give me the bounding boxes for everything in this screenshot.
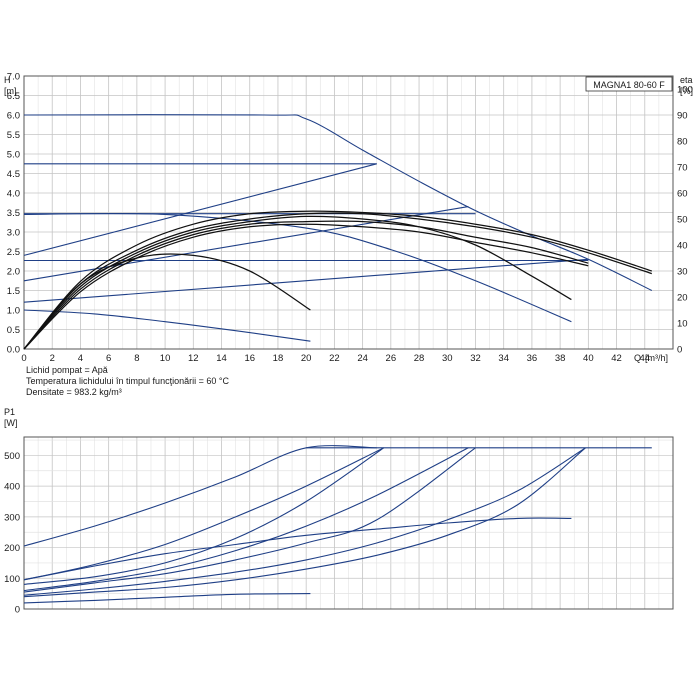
top-y2-axis-label: eta	[680, 75, 693, 85]
top-curve-efficiency-3	[23, 220, 589, 350]
top-y-tick-label: 1.5	[7, 286, 20, 297]
top-y2-tick-label: 40	[677, 241, 688, 252]
top-curve-prop-pressure-low	[23, 258, 589, 303]
top-x-tick-label: 8	[134, 353, 139, 364]
top-x-axis-label: Q	[634, 353, 641, 363]
chart-title: MAGNA1 80-60 F	[593, 80, 665, 90]
top-y-tick-label: 2.5	[7, 247, 20, 258]
bottom-curve-p1-prop-2-3	[23, 447, 586, 598]
top-y-tick-label: 2.0	[7, 267, 20, 278]
top-x-tick-label: 22	[329, 353, 340, 364]
top-curve-efficiency-4	[23, 223, 589, 350]
top-x-tick-label: 20	[301, 353, 312, 364]
top-curve-efficiency-1	[23, 212, 652, 350]
top-x-tick-label: 6	[106, 353, 111, 364]
top-y-tick-label: 3.5	[7, 208, 20, 219]
top-x-tick-label: 14	[216, 353, 227, 364]
top-y-tick-label: 0.5	[7, 325, 20, 336]
bottom-curves	[23, 445, 652, 604]
top-x-tick-label: 28	[414, 353, 425, 364]
top-y2-tick-label: 50	[677, 215, 688, 226]
top-y2-tick-label: 100	[677, 85, 693, 96]
top-y-axis-label: H	[4, 75, 11, 85]
bottom-y-tick-label: 200	[4, 543, 20, 554]
bottom-curve-p1-min	[23, 593, 311, 604]
top-curves	[23, 114, 653, 350]
top-y2-tick-label: 20	[677, 293, 688, 304]
top-x-tick-label: 42	[611, 353, 622, 364]
top-y-tick-label: 0.0	[7, 345, 20, 356]
bottom-curve-p1-prop-4-7	[23, 447, 385, 585]
top-y-tick-label: 1.0	[7, 306, 20, 317]
top-x-tick-label: 18	[273, 353, 284, 364]
top-x-tick-label: 0	[21, 353, 26, 364]
bottom-curve-p1-const-4-7	[23, 447, 385, 581]
fluid-info-line: Temperatura lichidului în timpul funcţio…	[26, 376, 229, 386]
top-curve-efficiency-5	[23, 253, 311, 350]
top-x-tick-label: 38	[555, 353, 566, 364]
top-curve-prop-pressure-high	[23, 163, 377, 256]
top-y-axis-unit: [m]	[4, 86, 17, 96]
top-curve-h-max-curve	[23, 114, 653, 291]
bottom-y-tick-label: 100	[4, 574, 20, 585]
top-x-tick-label: 2	[50, 353, 55, 364]
top-x-tick-label: 16	[244, 353, 255, 364]
top-y-tick-label: 4.5	[7, 169, 20, 180]
top-y2-tick-label: 90	[677, 111, 688, 122]
bottom-y-axis-label: P1	[4, 407, 15, 417]
bottom-y-tick-label: 500	[4, 451, 20, 462]
top-curve-prop-curve-3-5	[23, 212, 572, 323]
top-y2-tick-label: 70	[677, 163, 688, 174]
top-y-tick-label: 6.5	[7, 91, 20, 102]
bottom-curve-p1-const-2-3	[23, 447, 586, 596]
bottom-plot-frame	[23, 436, 674, 610]
top-y-tick-label: 7.0	[7, 72, 20, 83]
top-x-tick-label: 40	[583, 353, 594, 364]
top-x-tick-label: 10	[160, 353, 171, 364]
top-x-tick-label: 36	[527, 353, 538, 364]
bottom-y-tick-label: 400	[4, 482, 20, 493]
top-x-tick-label: 44	[639, 353, 650, 364]
fluid-info-line: Densitate = 983.2 kg/m³	[26, 387, 122, 397]
top-y-tick-label: 5.0	[7, 150, 20, 161]
bottom-y-tick-label: 0	[15, 605, 20, 616]
bottom-curve-p1-max	[23, 445, 377, 547]
top-x-tick-label: 32	[470, 353, 481, 364]
top-x-tick-label: 4	[78, 353, 83, 364]
top-y2-axis-unit: [%]	[680, 86, 693, 96]
top-x-tick-label: 26	[386, 353, 397, 364]
top-y2-tick-label: 60	[677, 189, 688, 200]
top-x-tick-label: 12	[188, 353, 199, 364]
bottom-curve-p1-const-3-5	[23, 447, 469, 592]
top-curve-min-curve	[23, 309, 311, 342]
top-x-tick-label: 34	[498, 353, 509, 364]
bottom-curve-p1-prop-curve	[23, 517, 572, 581]
top-y2-tick-label: 10	[677, 319, 688, 330]
bottom-y-tick-label: 300	[4, 512, 20, 523]
top-x-tick-label: 24	[357, 353, 368, 364]
top-y2-tick-label: 0	[677, 345, 682, 356]
chart-title-box	[585, 76, 673, 92]
bottom-grid	[23, 437, 673, 610]
top-y-tick-label: 4.0	[7, 189, 20, 200]
top-x-axis-unit: [m³/h]	[645, 353, 668, 363]
top-y-tick-label: 6.0	[7, 111, 20, 122]
top-y2-tick-label: 80	[677, 137, 688, 148]
top-x-tick-label: 30	[442, 353, 453, 364]
top-y-tick-label: 5.5	[7, 130, 20, 141]
top-y-tick-label: 3.0	[7, 228, 20, 239]
top-curve-efficiency-max	[23, 210, 652, 350]
bottom-curve-p1-prop-3-5	[23, 447, 476, 593]
fluid-info-line: Lichid pompat = Apă	[26, 365, 108, 375]
top-curve-prop-pressure-mid	[23, 206, 469, 282]
top-plot-frame	[23, 75, 674, 350]
bottom-y-axis-unit: [W]	[4, 418, 18, 428]
top-y2-tick-label: 30	[677, 267, 688, 278]
